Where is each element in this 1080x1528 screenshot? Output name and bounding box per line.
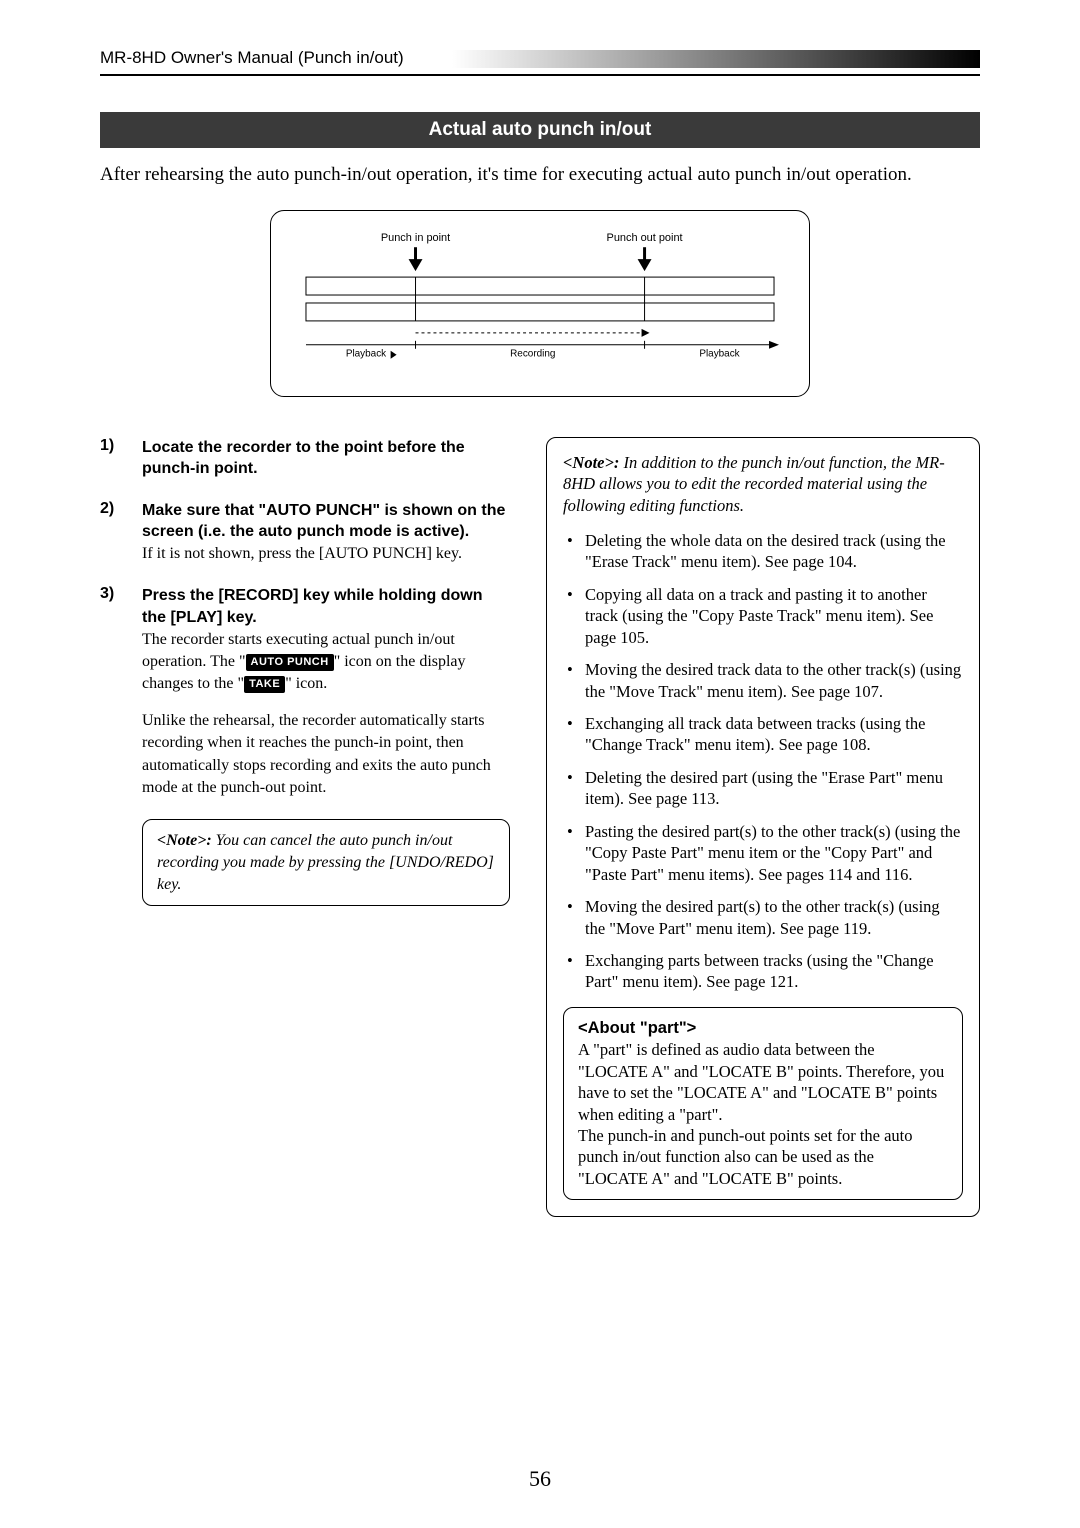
track-bar-2 [306, 303, 774, 321]
step-title: Press the [RECORD] key while holding dow… [142, 585, 510, 628]
step-num: 1) [100, 437, 142, 480]
about-title: <About "part"> [578, 1018, 948, 1039]
step-3: 3) Press the [RECORD] key while holding … [100, 585, 510, 799]
bullet-icon: • [563, 896, 585, 939]
editing-functions-list: •Deleting the whole data on the desired … [563, 530, 963, 993]
step-title: Make sure that "AUTO PUNCH" is shown on … [142, 500, 510, 543]
bullet-icon: • [563, 584, 585, 648]
auto-punch-icon: AUTO PUNCH [246, 654, 334, 671]
take-icon: TAKE [244, 676, 285, 693]
intro-text: In addition to the punch in/out function… [563, 453, 945, 515]
bullet-icon: • [563, 659, 585, 702]
list-item: •Deleting the desired part (using the "E… [563, 767, 963, 810]
step-num: 3) [100, 585, 142, 799]
bullet-text: Exchanging all track data between tracks… [585, 713, 963, 756]
intro-paragraph: After rehearsing the auto punch-in/out o… [100, 162, 980, 188]
step-1: 1) Locate the recorder to the point befo… [100, 437, 510, 480]
list-item: •Exchanging parts between tracks (using … [563, 950, 963, 993]
diagram-playback-left: Playback [346, 348, 386, 359]
step-text-p2: Unlike the rehearsal, the recorder autom… [142, 710, 510, 800]
step-num: 2) [100, 500, 142, 566]
bullet-icon: • [563, 821, 585, 885]
header-text: MR-8HD Owner's Manual (Punch in/out) [100, 48, 416, 68]
step-2: 2) Make sure that "AUTO PUNCH" is shown … [100, 500, 510, 566]
list-item: •Moving the desired part(s) to the other… [563, 896, 963, 939]
text-frag: " icon. [285, 675, 327, 692]
bullet-text: Copying all data on a track and pasting … [585, 584, 963, 648]
note-box-undo: <Note>: You can cancel the auto punch in… [142, 819, 510, 906]
list-item: •Pasting the desired part(s) to the othe… [563, 821, 963, 885]
list-item: •Exchanging all track data between track… [563, 713, 963, 756]
bullet-text: Moving the desired part(s) to the other … [585, 896, 963, 939]
about-text: A "part" is defined as audio data betwee… [578, 1039, 948, 1189]
bullet-icon: • [563, 950, 585, 993]
step-text: If it is not shown, press the [AUTO PUNC… [142, 543, 510, 565]
left-column: 1) Locate the recorder to the point befo… [100, 437, 510, 1218]
step-title: Locate the recorder to the point before … [142, 437, 510, 480]
list-item: •Deleting the whole data on the desired … [563, 530, 963, 573]
bullet-text: Exchanging parts between tracks (using t… [585, 950, 963, 993]
note-label: <Note>: [563, 453, 619, 472]
right-intro: <Note>: In addition to the punch in/out … [563, 452, 963, 516]
section-title-bar: Actual auto punch in/out [100, 112, 980, 148]
right-note-panel: <Note>: In addition to the punch in/out … [546, 437, 980, 1218]
bullet-text: Deleting the desired part (using the "Er… [585, 767, 963, 810]
punch-diagram: Punch in point Punch out point [270, 210, 810, 397]
header-bar: MR-8HD Owner's Manual (Punch in/out) [100, 50, 980, 68]
right-column: <Note>: In addition to the punch in/out … [546, 437, 980, 1218]
page-number: 56 [0, 1466, 1080, 1492]
header-underline [100, 74, 980, 76]
diagram-svg: Punch in point Punch out point [301, 229, 779, 369]
diagram-label-out: Punch out point [607, 232, 683, 244]
diagram-label-in: Punch in point [381, 232, 450, 244]
bullet-text: Deleting the whole data on the desired t… [585, 530, 963, 573]
bullet-icon: • [563, 530, 585, 573]
diagram-recording: Recording [510, 348, 555, 359]
bullet-text: Pasting the desired part(s) to the other… [585, 821, 963, 885]
arrow-out-icon [638, 247, 652, 271]
step-text-p1: The recorder starts executing actual pun… [142, 629, 510, 696]
list-item: •Copying all data on a track and pasting… [563, 584, 963, 648]
bullet-icon: • [563, 713, 585, 756]
track-bar-1 [306, 277, 774, 295]
note-label: <Note>: [157, 832, 212, 849]
arrow-in-icon [409, 247, 423, 271]
bullet-text: Moving the desired track data to the oth… [585, 659, 963, 702]
list-item: •Moving the desired track data to the ot… [563, 659, 963, 702]
bullet-icon: • [563, 767, 585, 810]
about-part-box: <About "part"> A "part" is defined as au… [563, 1007, 963, 1201]
diagram-playback-right: Playback [699, 348, 739, 359]
